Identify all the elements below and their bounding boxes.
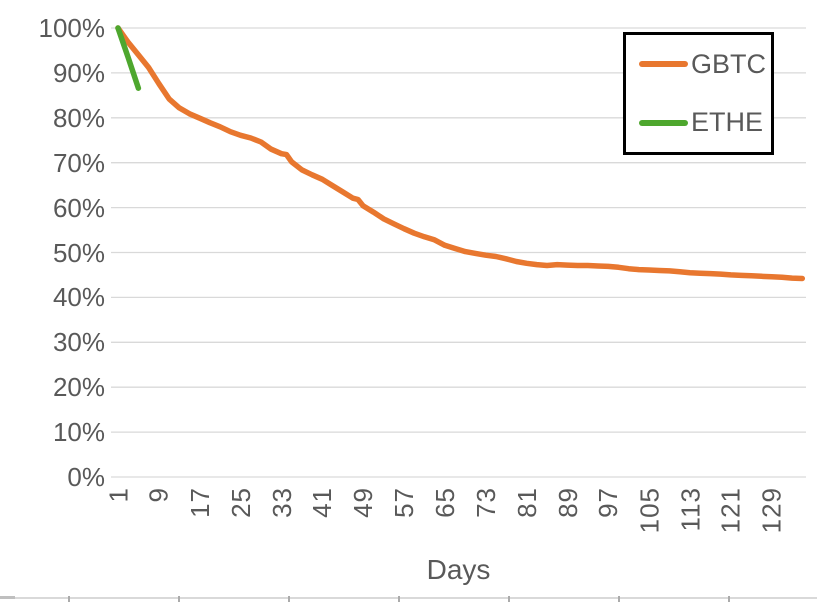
cropped-sheet-gridline-strip [0, 596, 817, 604]
x-tick-label: 105 [634, 487, 665, 534]
strip-tick [178, 596, 180, 602]
x-tick-label: 1 [103, 487, 133, 503]
y-tick-label: 40% [52, 282, 105, 313]
y-tick-label: 90% [52, 57, 105, 88]
x-tick-label: 49 [348, 487, 379, 518]
legend-label: ETHE [691, 107, 764, 138]
legend-item-ethe[interactable]: ETHE [639, 107, 771, 138]
legend-item-gbtc[interactable]: GBTC [639, 49, 771, 80]
y-tick-label: 80% [52, 102, 105, 133]
strip-tick [728, 596, 730, 602]
ethe-line-swatch-icon [639, 119, 688, 126]
x-tick-label: 129 [756, 487, 787, 534]
legend-label: GBTC [691, 48, 767, 79]
x-tick-label: 113 [674, 487, 705, 532]
x-tick-label: 41 [307, 487, 338, 518]
strip-horizontal-line [0, 597, 817, 599]
y-tick-label: 50% [52, 237, 105, 268]
strip-tick [618, 596, 620, 602]
y-tick-label: 0% [67, 462, 105, 492]
x-tick-label: 89 [552, 487, 583, 518]
x-tick-label: 73 [470, 487, 501, 518]
strip-tick [398, 596, 400, 602]
strip-tick [508, 596, 510, 602]
x-tick-label: 65 [429, 487, 460, 518]
y-tick-label: 20% [52, 372, 105, 403]
x-tick-label: 9 [143, 487, 174, 503]
x-tick-label: 57 [389, 487, 419, 518]
x-tick-label: 17 [184, 487, 215, 518]
legend-box[interactable]: GBTC ETHE [623, 32, 774, 155]
y-tick-label: 100% [38, 13, 106, 43]
y-tick-label: 60% [52, 192, 105, 223]
x-tick-label: 33 [266, 487, 297, 518]
strip-tick [68, 596, 70, 602]
y-axis-tick-labels: 0% 10% 20% 30% 40% 50% 60% 70% 80% 90% 100% [0, 0, 107, 500]
x-tick-label: 121 [715, 487, 746, 534]
gbtc-line-swatch-icon [639, 61, 688, 68]
x-tick-label: 25 [225, 487, 256, 518]
gbtc-series-line[interactable] [115, 25, 806, 282]
x-tick-label: 97 [593, 487, 624, 518]
x-axis-title: Days [426, 554, 491, 585]
strip-left-segment [0, 596, 15, 599]
y-tick-label: 30% [52, 327, 105, 358]
y-tick-label: 70% [52, 147, 105, 178]
y-tick-label: 10% [52, 417, 105, 448]
x-tick-label: 81 [511, 487, 542, 518]
ethe-series-line[interactable] [115, 25, 142, 91]
strip-tick [288, 596, 290, 602]
